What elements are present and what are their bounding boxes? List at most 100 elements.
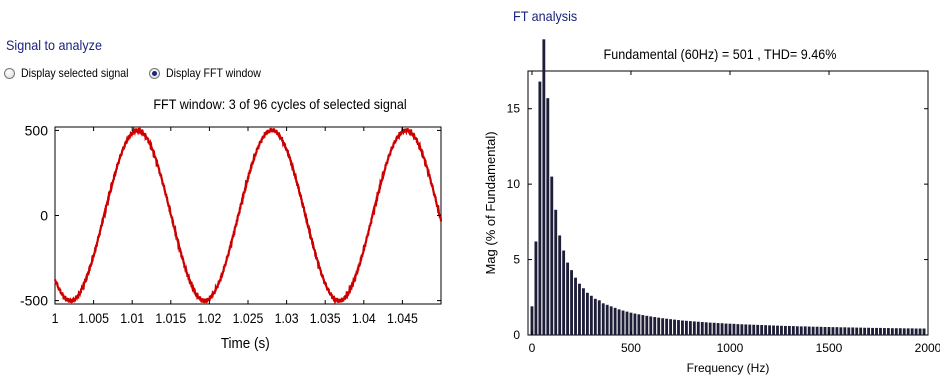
fft-bar (633, 313, 637, 335)
fft-bar (799, 326, 803, 335)
fft-bar (653, 317, 657, 335)
signal-chart: 1 1.005 1.01 1.015 1.02 1.025 1.03 1.035 1.04 1.0… (20, 122, 443, 352)
fft-bar (593, 298, 597, 335)
fft-ytick-label: 0 (513, 328, 520, 342)
fft-bar (570, 270, 573, 335)
display-selected-signal-label: Display selected signal (21, 66, 129, 80)
fft-bar (578, 283, 581, 335)
signal-xtick-label: 1.045 (387, 310, 418, 326)
fft-bar (752, 324, 756, 335)
fft-bar (562, 250, 566, 335)
fft-bar (787, 325, 791, 335)
signal-xtick-label: 1.03 (275, 310, 299, 326)
fft-bar (677, 320, 680, 335)
fft-bar (637, 314, 641, 335)
fft-bar (681, 320, 684, 335)
fft-bar (835, 327, 839, 335)
fft-bar (839, 327, 843, 335)
display-fft-window-label: Display FFT window (166, 66, 261, 80)
fft-bar (645, 315, 649, 335)
fft-bar (902, 328, 906, 335)
display-fft-window-radio[interactable]: Display FFT window (149, 66, 274, 80)
signal-xtick-label: 1.025 (233, 310, 264, 326)
fft-xtick-label: 2000 (915, 341, 940, 355)
signal-ytick-label: 500 (25, 122, 49, 138)
fft-bar (704, 322, 708, 335)
fft-bar (883, 328, 886, 335)
fft-bar (649, 316, 653, 335)
signal-plot-frame (54, 126, 442, 305)
signal-xtick-label: 1 (52, 310, 59, 326)
fft-ytick-label: 5 (513, 253, 520, 267)
fft-bar (673, 319, 676, 335)
fft-bar (661, 318, 665, 335)
fft-bar (708, 322, 712, 335)
signal-ytick-label: 0 (40, 208, 48, 224)
fft-bar (867, 327, 871, 335)
fft-bar (791, 326, 795, 335)
fft-bar (784, 325, 787, 335)
fft-bar (811, 326, 815, 335)
fft-bar (558, 235, 562, 335)
fft-bar (898, 328, 902, 335)
fft-bar (732, 323, 736, 335)
signal-xtick-label: 1.035 (310, 310, 341, 326)
fft-bar (696, 321, 700, 335)
fft-bar (871, 327, 874, 335)
fft-plot-title: Fundamental (60Hz) = 501 , THD= 9.46% (603, 46, 837, 62)
fft-bar (914, 328, 918, 335)
fft-bar (764, 325, 768, 335)
fft-plot-frame (527, 70, 929, 336)
fft-bar (823, 327, 827, 335)
fft-bar (692, 321, 696, 335)
fft-bar (744, 324, 748, 335)
fft-bar (918, 328, 922, 335)
fft-bar (665, 318, 669, 335)
fft-bar (688, 321, 692, 335)
fft-bar (720, 323, 724, 335)
fft-bar (621, 310, 625, 335)
fft-bar (736, 324, 740, 335)
fft-xtick-label: 1000 (717, 341, 744, 355)
fft-bar (546, 98, 550, 335)
fft-bar (550, 176, 554, 335)
fft-bar (795, 326, 799, 335)
fft-ytick-label: 15 (507, 102, 521, 116)
fft-bar (851, 327, 855, 335)
fft-bar (859, 327, 863, 335)
fft-bar (875, 327, 878, 335)
fft-bar (728, 323, 732, 335)
fft-bar (601, 303, 605, 335)
signal-waveform-line (53, 125, 443, 306)
fft-bar (574, 277, 577, 335)
fft-bar (879, 327, 882, 335)
radio-unselected-icon (4, 67, 15, 79)
fft-bar (542, 39, 546, 335)
fft-bar (863, 327, 867, 335)
fft-bar (740, 324, 744, 335)
fft-bar (886, 328, 890, 335)
fft-bar (819, 326, 823, 335)
fft-yaxis-label: Mag (% of Fundamental) (483, 131, 498, 274)
signal-xtick-label: 1.01 (120, 310, 144, 326)
fft-bar (554, 209, 558, 335)
fft-bar (712, 322, 716, 335)
fft-bar (582, 288, 585, 335)
fft-bar (641, 315, 645, 335)
signal-xtick-label: 1.005 (78, 310, 109, 326)
fft-bar (847, 327, 851, 335)
display-selected-signal-radio[interactable]: Display selected signal (4, 66, 143, 80)
fft-bar (538, 81, 542, 335)
fft-bar (803, 326, 807, 335)
fft-bar (756, 324, 760, 335)
fft-bar (815, 326, 819, 335)
signal-xaxis-label: Time (s) (221, 335, 270, 352)
fft-bar (684, 320, 688, 335)
fft-bar (843, 327, 847, 335)
fft-bar (534, 241, 538, 335)
signal-panel-title: Signal to analyze (6, 37, 102, 53)
fft-bar (776, 325, 779, 335)
fft-bar (605, 304, 609, 335)
signal-ytick-label: -500 (20, 293, 48, 309)
fft-spectrum-chart: 0 500 1000 1500 2000 0 5 10 15 Frequency (Hz) Mag … (483, 39, 940, 375)
